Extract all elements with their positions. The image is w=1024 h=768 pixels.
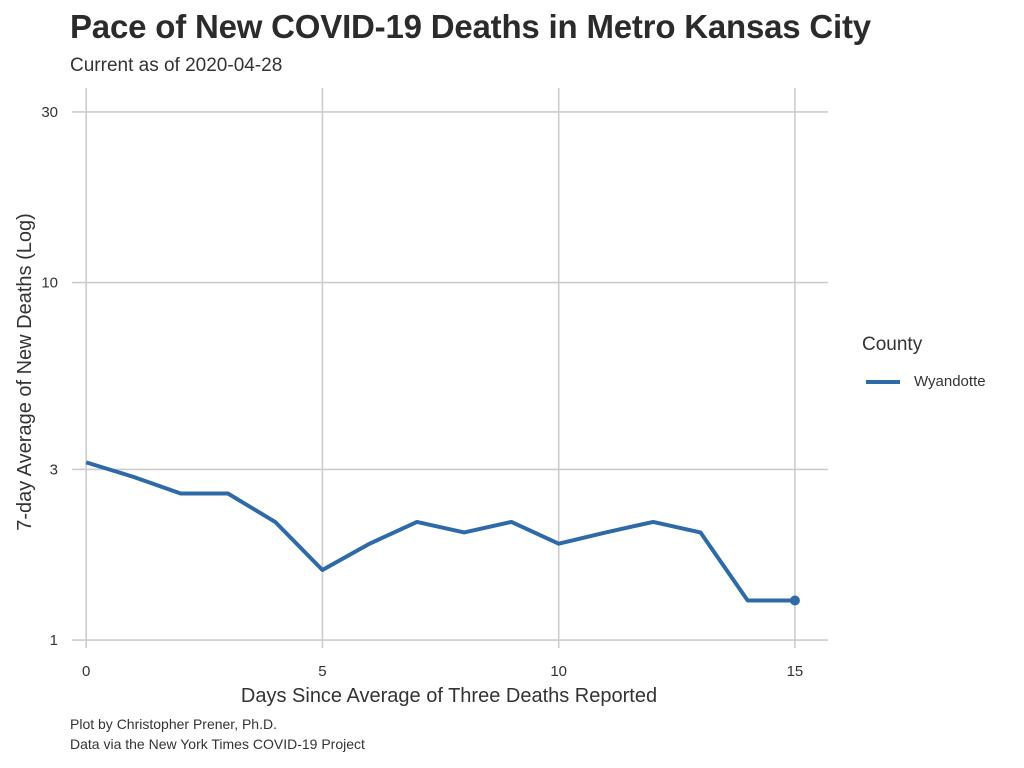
grid-lines bbox=[72, 88, 828, 648]
x-axis-label: Days Since Average of Three Deaths Repor… bbox=[241, 685, 657, 707]
y-tick-label: 1 bbox=[50, 632, 58, 649]
y-axis-label: 7-day Average of New Deaths (Log) bbox=[14, 213, 36, 531]
x-tick-label: 0 bbox=[82, 663, 90, 680]
series-lines bbox=[85, 460, 800, 606]
legend: County Wyandotte bbox=[862, 334, 986, 390]
legend-line-swatch bbox=[866, 379, 900, 384]
legend-label: Wyandotte bbox=[914, 373, 986, 390]
y-tick-label: 10 bbox=[41, 275, 58, 292]
series-endpoint-marker bbox=[789, 595, 800, 606]
y-tick-label: 30 bbox=[41, 104, 58, 121]
axes: 1 3 10 30 0 5 10 15 bbox=[41, 104, 803, 680]
x-tick-label: 10 bbox=[550, 663, 567, 680]
chart-title: Pace of New COVID-19 Deaths in Metro Kan… bbox=[70, 8, 871, 45]
series-line-wyandotte bbox=[85, 460, 795, 603]
caption-author: Plot by Christopher Prener, Ph.D. bbox=[70, 716, 277, 732]
x-tick-label: 15 bbox=[787, 663, 804, 680]
legend-item-wyandotte: Wyandotte bbox=[862, 373, 986, 390]
caption-source: Data via the New York Times COVID-19 Pro… bbox=[70, 736, 365, 752]
y-tick-label: 3 bbox=[50, 461, 58, 478]
legend-title: County bbox=[862, 334, 923, 355]
x-tick-label: 5 bbox=[318, 663, 326, 680]
chart-subtitle: Current as of 2020-04-28 bbox=[70, 55, 283, 76]
